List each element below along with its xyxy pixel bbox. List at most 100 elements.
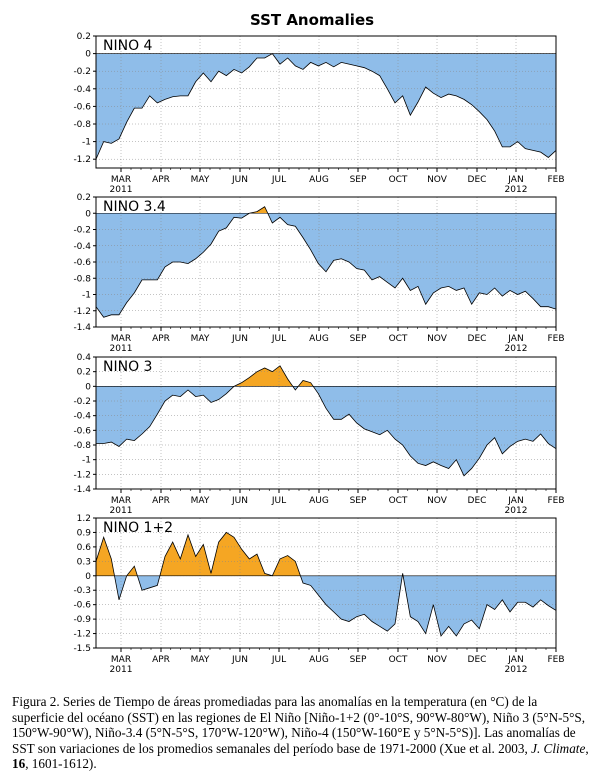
x-tick-label: FEB (547, 175, 564, 185)
y-tick-label: 0.2 (77, 368, 91, 378)
x-tick-label: JAN (507, 334, 523, 344)
x-tick-label: MAR (111, 175, 131, 185)
year-label: 2012 (505, 344, 528, 354)
y-tick-label: -1 (82, 456, 91, 466)
panel-label: NINO 1+2 (103, 520, 173, 536)
x-tick-label: JUN (231, 175, 248, 185)
x-tick-label: NOV (427, 655, 448, 665)
x-tick-label: MAR (111, 655, 131, 665)
caption-text: Figura 2. Series de Tiempo de áreas prom… (12, 694, 586, 756)
year-label: 2012 (505, 506, 528, 516)
plot-frame (95, 35, 557, 169)
y-tick-label: 0.4 (77, 353, 92, 363)
y-tick-label: -1.5 (73, 644, 91, 654)
negative-anomaly-area (96, 53, 556, 160)
y-tick-label: -0.4 (73, 242, 91, 252)
x-tick-label: JUL (271, 655, 286, 665)
panel-label: NINO 3.4 (103, 199, 166, 215)
x-tick-label: AUG (309, 655, 329, 665)
y-tick-label: -0.4 (73, 85, 91, 95)
panel-nino-3: 0.4 0.2 0 -0.2 -0.4 -0.6 -0.8 -1 -1.2 -1.4 MAR APR M… (73, 353, 564, 516)
x-tick-label: NOV (427, 175, 448, 185)
y-tick-label: -0.4 (73, 412, 91, 422)
panel-nino-4: 0.2 0 -0.2 -0.4 -0.6 -0.8 -1 -1.2 MAR APR MAY JUN JU… (73, 32, 564, 195)
x-tick-label: MAY (191, 334, 210, 344)
x-tick-label: OCT (389, 334, 408, 344)
panel-label: NINO 4 (103, 38, 153, 54)
y-tick-label: -1 (82, 291, 91, 301)
y-tick-label: 0 (85, 209, 91, 219)
x-tick-label: OCT (389, 655, 408, 665)
y-tick-label: 0.6 (77, 543, 92, 553)
x-tick-label: DEC (468, 655, 487, 665)
anomaly-line (96, 53, 556, 160)
x-tick-label: MAY (191, 175, 210, 185)
x-tick-label: DEC (468, 496, 487, 506)
y-tick-label: 0.3 (77, 557, 91, 567)
caption-sep: , (585, 740, 589, 756)
x-tick-label: JAN (507, 175, 523, 185)
year-label: 2011 (110, 506, 133, 516)
x-tick-label: JUL (271, 334, 286, 344)
y-tick-label: -0.8 (73, 274, 91, 284)
caption-volume: 16 (12, 756, 26, 772)
y-tick-label: -0.6 (73, 426, 91, 436)
x-tick-label: SEP (350, 496, 367, 506)
x-tick-label: AUG (309, 334, 329, 344)
sst-anomalies-figure: SST Anomalies 0.2 0 -0.2 -0.4 -0.6 -0.8 -1 -1.2… (73, 11, 564, 675)
x-tick-label: FEB (547, 655, 564, 665)
x-tick-label: JUL (271, 496, 286, 506)
y-tick-label: -0.2 (73, 397, 91, 407)
y-tick-label: -1.2 (73, 630, 91, 640)
panel-label: NINO 3 (103, 359, 152, 375)
anomaly-line (96, 365, 556, 477)
year-label: 2011 (110, 665, 133, 675)
negative-anomaly-area (96, 575, 556, 636)
x-tick-label: SEP (350, 655, 367, 665)
x-tick-label: AUG (309, 175, 329, 185)
positive-anomaly-area (96, 532, 556, 576)
plot-frame (95, 356, 557, 490)
figure-title: SST Anomalies (250, 11, 374, 29)
negative-anomaly-area (96, 213, 556, 318)
x-tick-label: SEP (350, 334, 367, 344)
y-tick-label: 0.2 (77, 193, 91, 203)
y-tick-label: -1.4 (73, 485, 91, 495)
x-tick-label: APR (152, 655, 170, 665)
figure-caption: Figura 2. Series de Tiempo de áreas prom… (12, 694, 592, 772)
year-label: 2011 (110, 344, 133, 354)
x-tick-label: MAR (111, 334, 131, 344)
y-tick-label: 0 (85, 50, 91, 60)
y-tick-label: -0.3 (73, 586, 91, 596)
x-tick-label: JUN (231, 496, 248, 506)
x-tick-label: NOV (427, 334, 448, 344)
x-tick-label: OCT (389, 175, 408, 185)
y-tick-label: 0.2 (77, 32, 91, 42)
plot-frame (95, 517, 557, 649)
panel-nino-3-4: 0.2 0 -0.2 -0.4 -0.6 -0.8 -1 -1.2 -1.4 MAR APR MAY J… (73, 193, 564, 354)
x-tick-label: NOV (427, 496, 448, 506)
y-tick-label: 1.2 (77, 514, 91, 524)
y-tick-label: -0.6 (73, 258, 91, 268)
x-tick-label: FEB (547, 496, 564, 506)
y-tick-label: -1 (82, 138, 91, 148)
caption-pages: , 1601-1612). (25, 756, 97, 772)
x-tick-label: DEC (468, 334, 487, 344)
year-label: 2011 (110, 185, 133, 195)
y-tick-label: 0 (85, 382, 91, 392)
x-tick-label: MAY (191, 496, 210, 506)
x-tick-label: FEB (547, 334, 564, 344)
x-tick-label: APR (152, 496, 170, 506)
x-tick-label: JUL (271, 175, 286, 185)
y-tick-label: -0.9 (73, 615, 91, 625)
y-tick-label: 0.9 (77, 528, 92, 538)
x-tick-label: MAY (191, 655, 210, 665)
year-label: 2012 (505, 665, 528, 675)
x-tick-label: MAR (111, 496, 131, 506)
y-tick-label: -1.2 (73, 470, 91, 480)
anomaly-line (96, 206, 556, 318)
positive-anomaly-area (233, 365, 314, 387)
x-tick-label: SEP (350, 175, 367, 185)
y-tick-label: -1.4 (73, 323, 91, 333)
x-tick-label: OCT (389, 496, 408, 506)
